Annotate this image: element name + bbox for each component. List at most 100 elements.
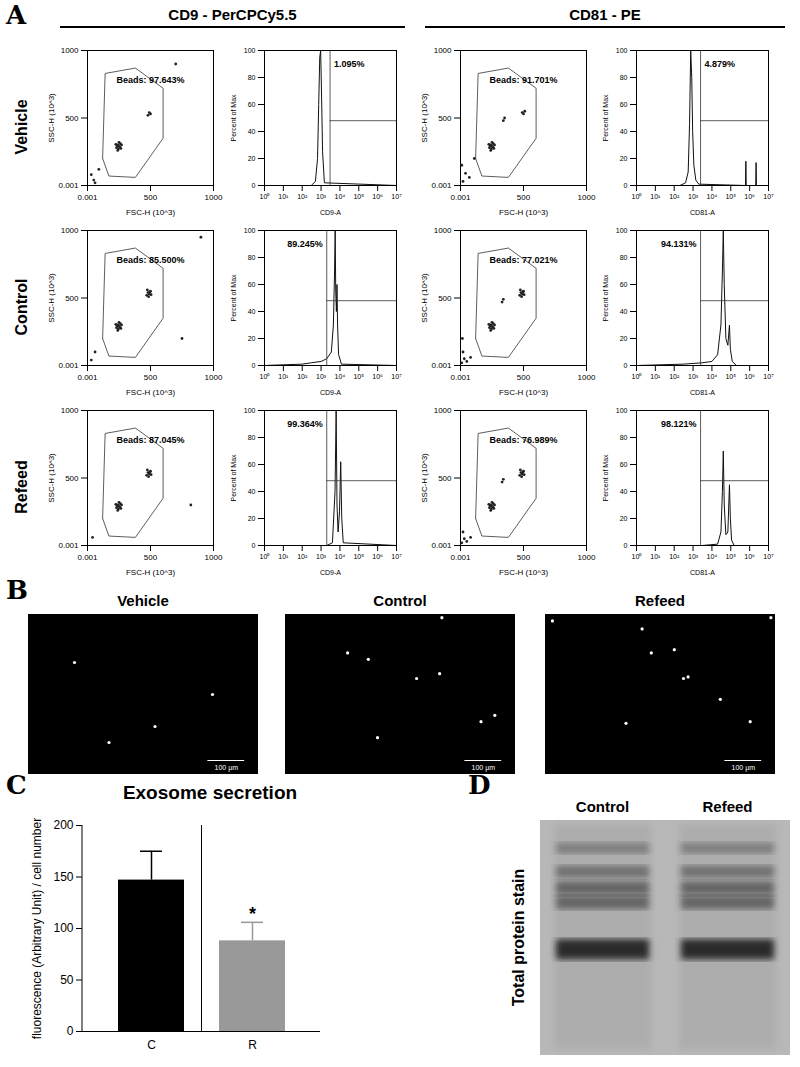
svg-text:10²: 10²: [297, 193, 308, 200]
svg-text:0: 0: [252, 542, 256, 549]
svg-text:CD81-A: CD81-A: [690, 569, 715, 576]
svg-text:500: 500: [517, 373, 531, 382]
svg-text:10⁷: 10⁷: [763, 193, 774, 200]
svg-text:1000: 1000: [578, 373, 596, 382]
svg-text:10³: 10³: [688, 373, 699, 380]
svg-text:10⁰: 10⁰: [632, 193, 643, 200]
svg-text:10⁶: 10⁶: [372, 193, 383, 200]
svg-text:10⁵: 10⁵: [353, 193, 364, 200]
svg-text:20: 20: [620, 155, 628, 162]
svg-text:100: 100: [244, 407, 256, 414]
svg-text:80: 80: [248, 254, 256, 261]
svg-text:20: 20: [620, 515, 628, 522]
svg-text:10⁶: 10⁶: [744, 553, 755, 560]
svg-text:500: 500: [144, 193, 158, 202]
svg-text:0.001: 0.001: [431, 361, 452, 370]
svg-text:500: 500: [144, 373, 158, 382]
svg-text:80: 80: [620, 254, 628, 261]
svg-text:Beads: 76.989%: Beads: 76.989%: [489, 435, 557, 445]
svg-text:10¹: 10¹: [278, 553, 289, 560]
svg-text:FSC-H (10^3): FSC-H (10^3): [126, 388, 175, 397]
svg-text:SSC-H (10^3): SSC-H (10^3): [420, 453, 429, 503]
svg-text:1000: 1000: [61, 46, 79, 55]
svg-text:60: 60: [620, 461, 628, 468]
svg-text:0.001: 0.001: [77, 193, 98, 202]
svg-text:10²: 10²: [297, 373, 308, 380]
svg-text:200: 200: [53, 818, 73, 832]
svg-text:10³: 10³: [688, 193, 699, 200]
svg-text:0.001: 0.001: [77, 553, 98, 562]
svg-text:20: 20: [248, 335, 256, 342]
svg-text:SSC-H (10^3): SSC-H (10^3): [47, 93, 56, 143]
svg-text:Percent of Max: Percent of Max: [602, 454, 609, 502]
svg-text:99.364%: 99.364%: [287, 419, 323, 429]
svg-text:10³: 10³: [316, 193, 327, 200]
svg-text:Beads: 85.500%: Beads: 85.500%: [116, 255, 184, 265]
svg-text:10⁴: 10⁴: [335, 193, 346, 200]
svg-text:10⁰: 10⁰: [632, 553, 643, 560]
svg-text:1000: 1000: [434, 226, 452, 235]
svg-text:10³: 10³: [688, 553, 699, 560]
svg-text:Beads: 91.701%: Beads: 91.701%: [489, 75, 557, 85]
svg-text:SSC-H (10^3): SSC-H (10^3): [420, 273, 429, 323]
svg-text:CD81-A: CD81-A: [690, 209, 715, 216]
svg-text:0: 0: [624, 542, 628, 549]
svg-text:0.001: 0.001: [431, 181, 452, 190]
svg-text:10⁵: 10⁵: [725, 553, 736, 560]
svg-text:500: 500: [65, 114, 79, 123]
svg-text:Control: Control: [576, 798, 629, 815]
svg-text:100: 100: [616, 47, 628, 54]
svg-text:10⁵: 10⁵: [725, 373, 736, 380]
svg-text:60: 60: [248, 281, 256, 288]
svg-text:Percent of Max: Percent of Max: [230, 94, 237, 142]
svg-text:0.001: 0.001: [58, 181, 79, 190]
svg-text:94.131%: 94.131%: [661, 239, 697, 249]
svg-text:500: 500: [144, 553, 158, 562]
svg-text:10¹: 10¹: [278, 193, 289, 200]
svg-text:40: 40: [248, 128, 256, 135]
svg-text:10⁷: 10⁷: [391, 553, 402, 560]
svg-text:10³: 10³: [316, 373, 327, 380]
svg-text:80: 80: [248, 434, 256, 441]
svg-text:150: 150: [53, 870, 73, 884]
svg-text:500: 500: [517, 553, 531, 562]
svg-text:10³: 10³: [316, 553, 327, 560]
svg-text:Percent of Max: Percent of Max: [602, 94, 609, 142]
svg-text:500: 500: [517, 193, 531, 202]
svg-text:0: 0: [252, 362, 256, 369]
svg-text:100 µm: 100 µm: [215, 764, 239, 772]
svg-text:0: 0: [252, 182, 256, 189]
svg-text:100 µm: 100 µm: [732, 764, 756, 772]
svg-text:1000: 1000: [434, 46, 452, 55]
svg-text:10⁴: 10⁴: [335, 553, 346, 560]
svg-text:89.245%: 89.245%: [287, 239, 323, 249]
svg-text:1000: 1000: [205, 373, 223, 382]
svg-text:10¹: 10¹: [650, 193, 661, 200]
svg-text:0.001: 0.001: [77, 373, 98, 382]
svg-text:60: 60: [248, 461, 256, 468]
svg-text:10⁴: 10⁴: [707, 553, 718, 560]
svg-text:10⁷: 10⁷: [391, 373, 402, 380]
svg-text:80: 80: [620, 434, 628, 441]
svg-text:100: 100: [616, 407, 628, 414]
svg-text:100: 100: [53, 921, 73, 935]
svg-text:0: 0: [67, 1024, 74, 1038]
svg-text:10⁰: 10⁰: [260, 553, 271, 560]
svg-text:20: 20: [620, 335, 628, 342]
svg-text:10⁶: 10⁶: [744, 193, 755, 200]
svg-text:0.001: 0.001: [450, 373, 471, 382]
svg-text:10⁷: 10⁷: [763, 553, 774, 560]
svg-text:1000: 1000: [578, 553, 596, 562]
svg-text:R: R: [248, 1038, 257, 1052]
svg-text:500: 500: [438, 294, 452, 303]
svg-text:50: 50: [60, 973, 74, 987]
svg-text:Beads: 87.045%: Beads: 87.045%: [116, 435, 184, 445]
svg-text:10⁷: 10⁷: [763, 373, 774, 380]
svg-text:FSC-H (10^3): FSC-H (10^3): [499, 568, 548, 577]
svg-text:10⁰: 10⁰: [260, 373, 271, 380]
svg-text:500: 500: [438, 114, 452, 123]
svg-text:10⁵: 10⁵: [725, 193, 736, 200]
svg-text:1000: 1000: [205, 553, 223, 562]
svg-text:10²: 10²: [297, 553, 308, 560]
svg-text:60: 60: [620, 101, 628, 108]
